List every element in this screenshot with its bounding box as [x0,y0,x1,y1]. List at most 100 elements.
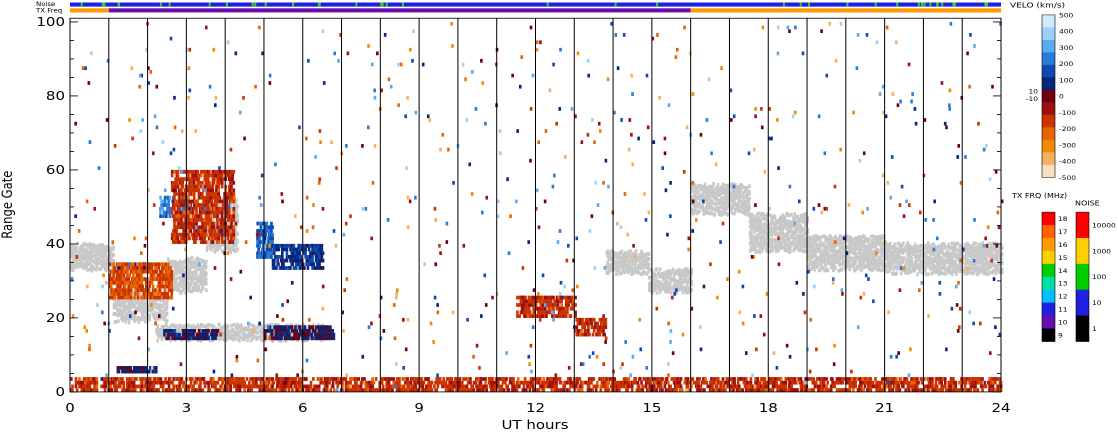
ground-scatter-cell [175,276,179,281]
velocity-cell [298,325,302,330]
velocity-cell [532,310,535,315]
ground-scatter-cell [117,319,120,323]
ground-scatter-cell [229,333,232,338]
velocity-cell [548,310,552,315]
ground-scatter-cell [962,255,966,259]
ground-scatter-cell [916,272,919,277]
noise-blip [355,2,358,7]
ground-scatter-cell [195,268,198,273]
ground-scatter-cell [737,204,740,209]
ground-scatter-cell [628,253,631,257]
ground-scatter-cell [137,320,141,325]
noise-blip [401,2,404,7]
ground-scatter-cell [973,246,977,251]
ground-scatter-cell [791,235,794,240]
ground-scatter-cell [161,298,165,302]
ground-scatter-cell [851,237,855,242]
velocity-cell [524,310,527,315]
ground-scatter-cell [259,323,263,328]
ground-scatter-cell [740,199,744,204]
ground-scatter-cell [806,216,810,220]
ground-scatter-cell [690,267,693,272]
ground-scatter-cell [145,300,148,305]
velocity-cell [516,295,519,300]
velocity-cell [311,255,314,259]
ground-scatter-cell [124,319,128,324]
noise-blip [917,2,920,7]
ground-scatter-cell [916,253,919,257]
noise-blip [385,2,388,7]
ground-scatter-cell [784,240,788,245]
ground-scatter-cell [963,271,967,276]
ground-scatter-cell [204,264,208,269]
ground-scatter-cell [165,323,168,328]
velocity-cell [331,329,335,333]
ground-scatter-cell [916,265,919,270]
velocity-cell [574,295,577,300]
velocity-cell [327,332,331,337]
ground-scatter-cell [158,331,162,336]
velocity-cell [139,369,143,374]
velocity-cell [307,247,311,252]
ground-scatter-cell [658,290,662,294]
ground-scatter-cell [624,252,628,256]
velocity-cell [294,325,297,330]
ground-scatter-cell [787,230,791,235]
ground-scatter-cell [921,248,925,253]
ground-scatter-cell [681,273,685,277]
ground-scatter-cell [874,265,877,269]
velocity-cell [271,236,274,241]
ground-scatter-cell [692,211,696,215]
velocity-cell [527,295,531,300]
ground-scatter-cell [730,196,734,200]
velocity-cell [545,314,548,318]
ground-scatter-cell [878,264,882,268]
noise-blip [953,2,956,7]
ground-scatter-cell [818,268,822,272]
ground-scatter-cell [624,258,628,263]
ground-scatter-cell [798,219,802,224]
ground-scatter-cell [123,308,127,313]
noise-blip [921,2,924,7]
ground-scatter-cell [829,254,833,258]
ground-scatter-cell [155,318,158,322]
ground-scatter-cell [879,257,883,261]
ground-scatter-cell [971,244,975,248]
ground-scatter-cell [815,260,819,265]
ground-scatter-cell [165,305,169,310]
velocity-cell [571,303,575,307]
velocity-cell [263,336,267,341]
noise-bar-label: Noise [36,0,55,7]
ground-scatter-cell [223,235,226,239]
ground-scatter-cell [934,264,938,269]
ground-scatter-cell [257,323,261,328]
ground-scatter-cell [190,289,194,294]
ground-scatter-cell [656,283,660,288]
ground-scatter-cell [893,246,896,250]
ground-scatter-cell [668,276,672,280]
ground-scatter-cell [854,259,858,264]
velocity-cell [314,266,318,270]
ground-scatter-cell [765,245,768,249]
ground-scatter-cell [655,291,659,295]
velocity-cell [560,314,563,318]
ground-scatter-cell [211,218,214,223]
ground-scatter-cell [880,260,884,265]
ground-scatter-cell [802,249,805,254]
ground-scatter-cell [879,238,883,242]
ground-scatter-cell [860,239,863,244]
ground-scatter-cell [871,253,874,258]
ground-scatter-cell [191,326,194,330]
velocity-cell [258,251,262,256]
ground-scatter-cell [252,335,255,340]
velocity-cell [193,329,196,333]
ground-scatter-cell [975,272,979,277]
ground-scatter-cell [292,326,295,331]
txfreq-segment [70,8,109,13]
velocity-cell [539,299,542,304]
ground-scatter-cell [913,242,917,247]
ground-scatter-cell [118,299,121,304]
ground-scatter-cell [106,244,110,249]
ground-scatter-cell [848,259,851,264]
ground-scatter-cell [897,241,901,246]
